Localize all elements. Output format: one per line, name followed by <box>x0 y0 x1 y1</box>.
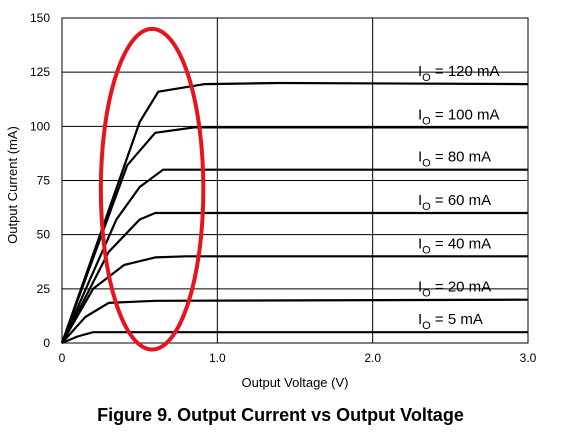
series-line-3 <box>61 211 528 344</box>
tick-labels: 0 25 50 75 100 125 150 0 1.0 2.0 3.0 <box>30 11 537 365</box>
series-label-4: IO = 80 mA <box>418 149 491 170</box>
y-tick-label: 0 <box>43 336 50 350</box>
y-tick-label: 150 <box>30 11 50 25</box>
data-curves <box>60 81 529 345</box>
series-label-5: IO = 100 mA <box>418 106 500 127</box>
figure-caption: Figure 9. Output Current vs Output Volta… <box>97 405 464 425</box>
series-line-5 <box>60 126 528 344</box>
x-tick-label: 1.0 <box>209 351 226 365</box>
series-line-2 <box>61 255 528 344</box>
series-labels: IO = 5 mA IO = 20 mA IO = 40 mA IO = 60 mA I… <box>418 63 500 332</box>
annotation-ellipse-0 <box>98 26 206 352</box>
series-label-6: IO = 120 mA <box>418 63 500 84</box>
series-label-3: IO = 60 mA <box>418 192 491 213</box>
series-line-6 <box>60 81 529 344</box>
y-tick-label: 50 <box>37 228 51 242</box>
x-axis-title: Output Voltage (V) <box>242 375 349 390</box>
y-axis-title: Output Current (mA) <box>5 126 20 244</box>
x-tick-label: 2.0 <box>364 351 381 365</box>
y-tick-label: 125 <box>30 65 50 79</box>
y-tick-label: 100 <box>30 119 50 133</box>
x-tick-label: 3.0 <box>520 351 537 365</box>
x-tick-label: 0 <box>59 351 66 365</box>
series-label-2: IO = 40 mA <box>418 235 491 256</box>
series-line-0 <box>61 331 528 345</box>
annotations <box>98 26 206 352</box>
series-label-1: IO = 20 mA <box>418 279 491 300</box>
series-line-1 <box>61 298 529 344</box>
series-label-0: IO = 5 mA <box>418 311 483 332</box>
y-tick-label: 25 <box>37 282 51 296</box>
y-tick-label: 75 <box>37 174 51 188</box>
series-line-4 <box>60 168 528 344</box>
